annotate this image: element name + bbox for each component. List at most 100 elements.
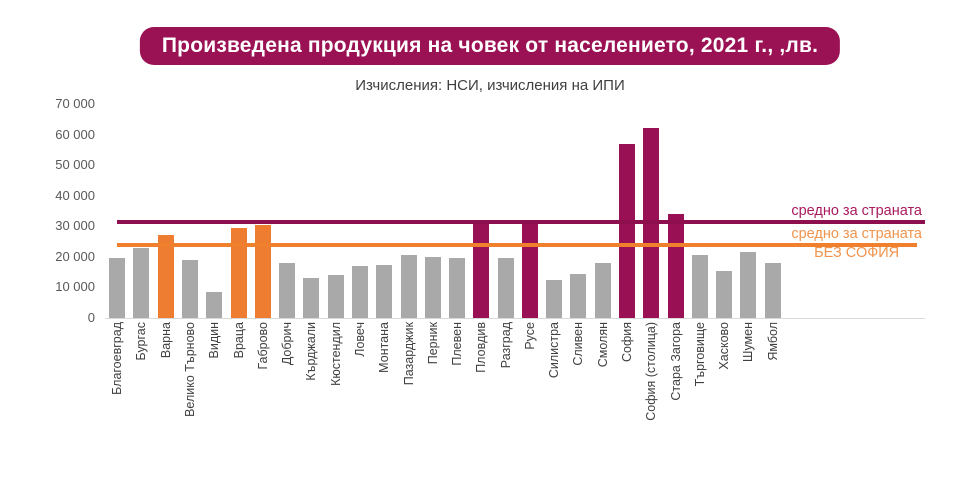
- bar-slot: [348, 104, 372, 318]
- x-label-slot: Хасково: [712, 322, 736, 370]
- bar: [497, 258, 514, 318]
- bar: [109, 258, 126, 318]
- bar: [400, 255, 417, 318]
- bar-slot: [494, 104, 518, 318]
- x-label-slot: Кърджали: [299, 322, 323, 381]
- bar: [424, 256, 441, 318]
- x-label-slot: Търговище: [688, 322, 712, 386]
- bar: [254, 224, 271, 318]
- reference-line-label-text: БЕЗ СОФИЯ: [814, 244, 900, 261]
- bar-slot: [639, 104, 663, 318]
- y-tick-label: 50 000: [55, 157, 95, 173]
- bar-slot: [566, 104, 590, 318]
- x-category-label: Бургас: [134, 322, 149, 361]
- bar: [449, 258, 466, 318]
- x-label-slot: Сливен: [566, 322, 590, 366]
- bar: [740, 252, 757, 318]
- x-label-slot: Пазарджик: [396, 322, 420, 385]
- bar-slot: [591, 104, 615, 318]
- bar-slot: [518, 104, 542, 318]
- x-axis-line: [105, 318, 925, 319]
- bar: [716, 270, 733, 318]
- bar-slot: [202, 104, 226, 318]
- x-label-slot: Велико Търново: [178, 322, 202, 417]
- bar-slot: [299, 104, 323, 318]
- x-label-slot: Ловеч: [348, 322, 372, 357]
- bar: [351, 266, 368, 318]
- x-category-label: Монтана: [377, 322, 392, 373]
- bar-slot: [324, 104, 348, 318]
- bar-slot: [129, 104, 153, 318]
- bar-slot: [761, 104, 785, 318]
- y-tick-label: 70 000: [55, 96, 95, 111]
- x-label-slot: Враца: [226, 322, 250, 358]
- x-category-label: Перник: [425, 322, 440, 365]
- bar: [376, 264, 393, 318]
- x-label-slot: Русе: [518, 322, 542, 350]
- x-category-label: Плевен: [450, 322, 465, 366]
- reference-line-label-national-average: средно за страната: [791, 202, 922, 221]
- y-tick-label: 20 000: [55, 248, 95, 264]
- bar-slot: [226, 104, 250, 318]
- x-category-label: Пловдив: [474, 322, 489, 373]
- x-category-label: Кюстендил: [328, 322, 343, 386]
- x-category-label: Сливен: [571, 322, 586, 366]
- x-label-slot: София (столица): [639, 322, 663, 421]
- x-category-label: Силистра: [547, 322, 562, 379]
- reference-line-label-text: средно за страната: [791, 225, 922, 242]
- bar: [764, 262, 781, 318]
- bar: [691, 255, 708, 318]
- x-category-label: Ямбол: [765, 322, 780, 361]
- x-label-slot: Шумен: [736, 322, 760, 362]
- x-label-slot: Монтана: [372, 322, 396, 373]
- x-category-label: Хасково: [717, 322, 732, 370]
- bar-slot: [396, 104, 420, 318]
- x-category-label: Добрич: [280, 322, 295, 366]
- bar-slot: [421, 104, 445, 318]
- x-category-label: Шумен: [741, 322, 756, 363]
- chart-subtitle: Изчисления: НСИ, изчисления на ИПИ: [355, 77, 625, 94]
- x-label-slot: Варна: [154, 322, 178, 358]
- x-label-slot: Бургас: [129, 322, 153, 360]
- reference-line-national-average: [117, 219, 925, 224]
- bar: [181, 259, 198, 318]
- x-label-slot: Смолян: [591, 322, 615, 367]
- bar: [546, 279, 563, 318]
- x-label-slot: Добрич: [275, 322, 299, 365]
- x-category-label: Ловеч: [352, 322, 367, 357]
- bar: [303, 278, 320, 318]
- x-label-slot: Перник: [421, 322, 445, 364]
- y-tick-label: 30 000: [55, 218, 95, 234]
- x-category-label: Пазарджик: [401, 322, 416, 386]
- bar-slot: [275, 104, 299, 318]
- bar: [279, 262, 296, 318]
- bar: [667, 214, 684, 318]
- x-label-slot: Ямбол: [761, 322, 785, 361]
- bar: [133, 247, 150, 318]
- x-label-slot: Разград: [494, 322, 518, 368]
- x-label-slot: Кюстендил: [324, 322, 348, 386]
- plot-area: средно за страната средно за страната БЕЗ …: [105, 104, 930, 319]
- bar-series: [105, 104, 785, 318]
- bar-slot: [542, 104, 566, 318]
- y-tick-label: 10 000: [55, 279, 95, 295]
- y-tick-label: 0: [87, 310, 95, 325]
- bar: [157, 235, 174, 318]
- x-label-slot: Габрово: [251, 322, 275, 370]
- x-label-slot: Пловдив: [469, 322, 493, 373]
- x-category-label: Стара Загора: [668, 322, 683, 401]
- bar: [521, 223, 538, 318]
- x-label-slot: София: [615, 322, 639, 362]
- x-category-label: Смолян: [595, 322, 610, 368]
- bar-slot: [251, 104, 275, 318]
- x-label-slot: Плевен: [445, 322, 469, 366]
- reference-line-national-average-without-sofia: [117, 242, 917, 247]
- x-category-label: Велико Търново: [182, 322, 197, 417]
- bar: [473, 223, 490, 318]
- bar-slot: [663, 104, 687, 318]
- x-category-label: София: [620, 322, 635, 363]
- chart-title: Произведена продукция на човек от населе…: [161, 34, 819, 57]
- bar-slot: [712, 104, 736, 318]
- x-category-label: Русе: [522, 322, 537, 350]
- bar-slot: [178, 104, 202, 318]
